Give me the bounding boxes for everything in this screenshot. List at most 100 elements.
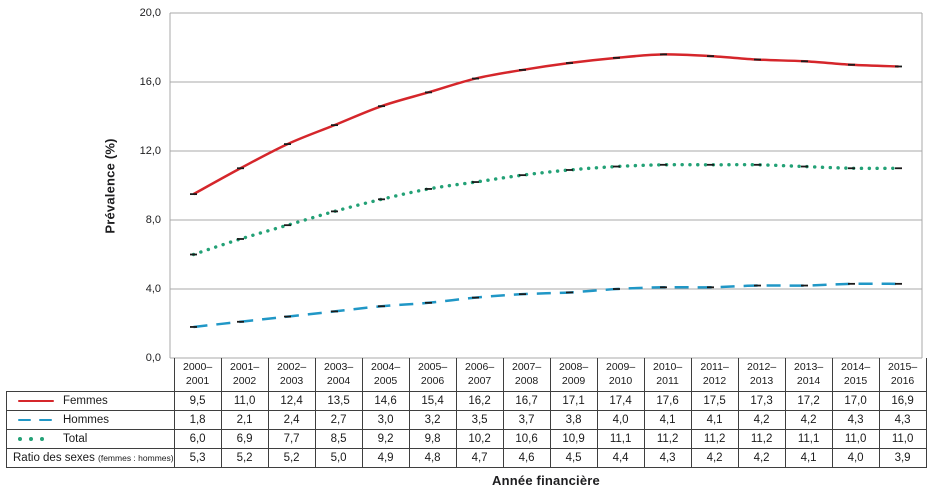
table-cell-hommes: 3,5: [455, 410, 504, 430]
table-cell-femmes: 16,2: [455, 391, 504, 411]
x-axis-category-label: 2011– 2012: [690, 358, 739, 392]
table-cell-ratio: 5,0: [314, 448, 363, 468]
legend-sample-dotted-line: [18, 437, 54, 441]
table-cell-hommes: 4,3: [878, 410, 927, 430]
legend-label-ratio: Ratio des sexes: [13, 452, 99, 464]
legend-label-hommes: Hommes: [63, 414, 110, 426]
table-cell-total: 10,9: [549, 429, 598, 449]
table-cell-total: 11,1: [596, 429, 645, 449]
legend-sample-solid-line: [18, 399, 54, 403]
table-cell-ratio: 4,0: [831, 448, 880, 468]
series-line-femmes: [192, 53, 899, 196]
table-row-total: Total 6,0 6,9 7,7 8,5 9,2 9,8 10,2 10,6 10,9 11,1 1…: [6, 429, 927, 449]
x-axis-category-label: 2005– 2006: [408, 358, 457, 392]
x-axis-category-label: 2008– 2009: [549, 358, 598, 392]
table-row-femmes: Femmes 9,5 11,0 12,4 13,5 14,6 15,4 16,2 16,7 17,…: [6, 391, 927, 411]
table-row-hommes: Hommes 1,8 2,1 2,4 2,7 3,0 3,2 3,5 3,7 3,8 4,0 4,1 4…: [6, 410, 927, 430]
table-cell-total: 9,2: [361, 429, 410, 449]
table-cell-hommes: 2,1: [220, 410, 269, 430]
table-cell-ratio: 4,5: [549, 448, 598, 468]
table-cell-femmes: 9,5: [173, 391, 222, 411]
table-cell-total: 7,7: [267, 429, 316, 449]
x-axis-category-label: 2015– 2016: [878, 358, 927, 392]
table-cell-hommes: 2,4: [267, 410, 316, 430]
table-cell-ratio: 4,2: [690, 448, 739, 468]
table-cell-ratio: 4,2: [737, 448, 786, 468]
y-axis-tick-label: 0,0: [145, 352, 161, 364]
y-axis-tick-label: 8,0: [145, 214, 161, 226]
series-line-hommes: [193, 282, 899, 329]
table-cell-hommes: 4,1: [690, 410, 739, 430]
table-cell-ratio: 4,7: [455, 448, 504, 468]
table-cell-femmes: 12,4: [267, 391, 316, 411]
table-cell-total: 10,2: [455, 429, 504, 449]
table-cell-ratio: 4,3: [643, 448, 692, 468]
chart-data-table: 2000– 2001 2001– 2002 2002– 2003 2003– 2004 2004…: [6, 358, 927, 468]
x-axis-category-label: 2004– 2005: [361, 358, 410, 392]
table-cell-ratio: 4,6: [502, 448, 551, 468]
table-cell-ratio: 4,4: [596, 448, 645, 468]
table-row-label-femmes: Femmes: [6, 391, 175, 411]
table-cell-femmes: 17,3: [737, 391, 786, 411]
table-row-ratio: Ratio des sexes (femmes : hommes) 5,3 5,2 5…: [6, 448, 927, 468]
table-row-label-total: Total: [6, 429, 175, 449]
table-row-label-ratio: Ratio des sexes (femmes : hommes): [6, 448, 175, 468]
x-axis-category-label: 2013– 2014: [784, 358, 833, 392]
legend-label-suffix-ratio: (femmes : hommes): [98, 453, 174, 463]
table-cell-femmes: 11,0: [220, 391, 269, 411]
table-cell-total: 11,0: [878, 429, 927, 449]
legend-sample-dashed-line: [18, 418, 54, 422]
table-cell-hommes: 4,2: [784, 410, 833, 430]
table-cell-femmes: 14,6: [361, 391, 410, 411]
table-cell-femmes: 16,9: [878, 391, 927, 411]
table-cell-total: 11,2: [690, 429, 739, 449]
table-cell-hommes: 3,0: [361, 410, 410, 430]
table-cell-total: 8,5: [314, 429, 363, 449]
table-cell-femmes: 13,5: [314, 391, 363, 411]
x-axis-category-label: 2007– 2008: [502, 358, 551, 392]
table-cell-total: 11,0: [831, 429, 880, 449]
table-header-row: 2000– 2001 2001– 2002 2002– 2003 2003– 2004 2004…: [7, 358, 927, 392]
table-cell-total: 6,9: [220, 429, 269, 449]
x-axis-category-label: 2006– 2007: [455, 358, 504, 392]
x-axis-title: Année financière: [492, 473, 600, 488]
legend-label-femmes: Femmes: [63, 395, 108, 407]
x-axis-category-label: 2001– 2002: [220, 358, 269, 392]
table-cell-hommes: 3,2: [408, 410, 457, 430]
x-axis-category-label: 2003– 2004: [314, 358, 363, 392]
table-cell-total: 6,0: [173, 429, 222, 449]
table-cell-total: 11,1: [784, 429, 833, 449]
y-axis-tick-label: 4,0: [145, 283, 161, 295]
table-cell-ratio: 5,2: [267, 448, 316, 468]
table-cell-total: 11,2: [737, 429, 786, 449]
table-cell-hommes: 4,0: [596, 410, 645, 430]
table-row-label-hommes: Hommes: [6, 410, 175, 430]
table-cell-hommes: 1,8: [173, 410, 222, 430]
table-cell-hommes: 4,3: [831, 410, 880, 430]
y-axis-title: Prévalence (%): [102, 138, 118, 234]
x-axis-category-label: 2009– 2010: [596, 358, 645, 392]
table-cell-femmes: 15,4: [408, 391, 457, 411]
table-cell-hommes: 2,7: [314, 410, 363, 430]
table-header-spacer: [7, 358, 175, 392]
table-cell-ratio: 4,9: [361, 448, 410, 468]
table-cell-hommes: 4,2: [737, 410, 786, 430]
table-cell-ratio: 4,8: [408, 448, 457, 468]
x-axis-category-label: 2002– 2003: [267, 358, 316, 392]
y-axis-tick-label: 16,0: [139, 76, 161, 88]
table-cell-total: 9,8: [408, 429, 457, 449]
x-axis-category-label: 2014– 2015: [831, 358, 880, 392]
table-cell-ratio: 4,1: [784, 448, 833, 468]
table-cell-femmes: 17,1: [549, 391, 598, 411]
table-cell-total: 10,6: [502, 429, 551, 449]
table-cell-total: 11,2: [643, 429, 692, 449]
table-cell-femmes: 17,0: [831, 391, 880, 411]
legend-label-total: Total: [63, 433, 88, 445]
table-cell-femmes: 16,7: [502, 391, 551, 411]
series-line-total: [191, 162, 901, 257]
table-cell-ratio: 5,2: [220, 448, 269, 468]
x-axis-category-label: 2010– 2011: [643, 358, 692, 392]
table-cell-ratio: 3,9: [878, 448, 927, 468]
x-axis-category-label: 2000– 2001: [173, 358, 222, 392]
